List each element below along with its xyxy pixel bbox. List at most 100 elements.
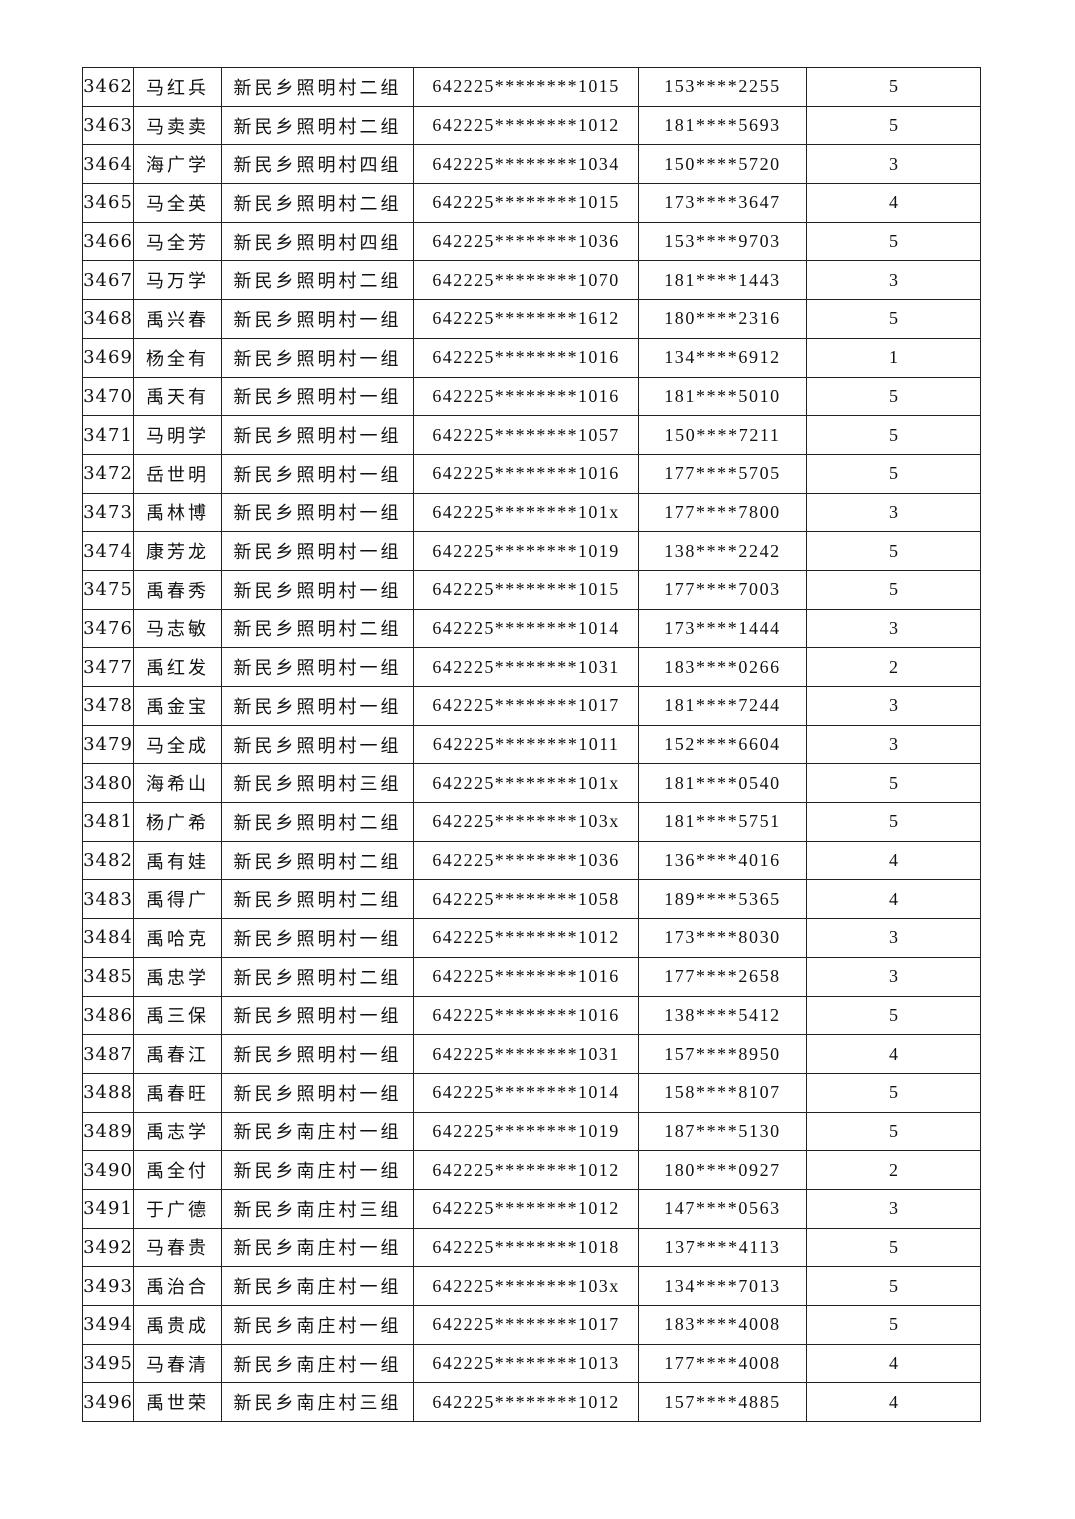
household-size-cell: 5 [806,995,981,1036]
table-row: 3472 岳世明 新民乡照明村一组 642225********1016 177****… [82,453,981,494]
household-size-cell: 3 [806,724,981,765]
household-size-cell: 5 [806,299,981,339]
table-row: 3466 马全芳 新民乡照明村四组 642225********1036 153****… [82,221,981,262]
address-cell: 新民乡照明村二组 [221,105,414,146]
address-cell: 新民乡南庄村一组 [221,1227,414,1268]
serial-number-cell: 3485 [82,956,134,997]
address-cell: 新民乡照明村一组 [221,569,414,610]
table-row: 3492 马春贵 新民乡南庄村一组 642225********1018 137****… [82,1227,981,1268]
household-size-cell: 5 [806,105,981,146]
phone-cell: 181****5693 [638,105,807,146]
household-size-cell: 5 [806,1111,981,1152]
name-cell: 马明学 [133,415,222,455]
id-number-cell: 642225********101x [413,763,639,804]
address-cell: 新民乡照明村二组 [221,67,414,107]
serial-number-cell: 3478 [82,686,134,726]
household-size-cell: 2 [806,647,981,687]
id-number-cell: 642225********101x [413,492,639,533]
address-cell: 新民乡照明村二组 [221,840,414,881]
phone-cell: 157****8950 [638,1034,807,1074]
table-row: 3474 康芳龙 新民乡照明村一组 642225********1019 138****… [82,531,981,571]
address-cell: 新民乡照明村二组 [221,879,414,920]
household-size-cell: 5 [806,221,981,262]
phone-cell: 153****2255 [638,67,807,107]
serial-number-cell: 3486 [82,995,134,1036]
id-number-cell: 642225********1012 [413,105,639,146]
household-size-cell: 5 [806,1072,981,1113]
address-cell: 新民乡南庄村一组 [221,1343,414,1384]
phone-cell: 173****1444 [638,608,807,649]
phone-cell: 177****7800 [638,492,807,533]
name-cell: 禹贵成 [133,1305,222,1345]
name-cell: 海广学 [133,144,222,185]
serial-number-cell: 3472 [82,453,134,494]
id-number-cell: 642225********1016 [413,453,639,494]
table-row: 3496 禹世荣 新民乡南庄村三组 642225********1012 157****… [82,1382,981,1423]
id-number-cell: 642225********1014 [413,608,639,649]
phone-cell: 181****0540 [638,763,807,804]
serial-number-cell: 3471 [82,415,134,455]
phone-cell: 181****5751 [638,802,807,842]
phone-cell: 173****8030 [638,918,807,958]
phone-cell: 150****5720 [638,144,807,185]
phone-cell: 158****8107 [638,1072,807,1113]
phone-cell: 189****5365 [638,879,807,920]
phone-cell: 134****6912 [638,337,807,378]
phone-cell: 137****4113 [638,1227,807,1268]
table-row: 3467 马万学 新民乡照明村二组 642225********1070 181****… [82,260,981,301]
table-row: 3469 杨全有 新民乡照明村一组 642225********1016 134****… [82,337,981,378]
table-row: 3462 马红兵 新民乡照明村二组 642225********1015 153****… [82,67,981,107]
serial-number-cell: 3476 [82,608,134,649]
phone-cell: 181****1443 [638,260,807,301]
address-cell: 新民乡照明村一组 [221,1072,414,1113]
address-cell: 新民乡南庄村一组 [221,1305,414,1345]
name-cell: 禹兴春 [133,299,222,339]
table-row: 3463 马卖卖 新民乡照明村二组 642225********1012 181****… [82,105,981,146]
household-size-cell: 4 [806,1382,981,1423]
serial-number-cell: 3468 [82,299,134,339]
address-cell: 新民乡照明村一组 [221,376,414,417]
serial-number-cell: 3482 [82,840,134,881]
address-cell: 新民乡照明村一组 [221,647,414,687]
serial-number-cell: 3465 [82,183,134,223]
name-cell: 禹林博 [133,492,222,533]
name-cell: 禹忠学 [133,956,222,997]
household-size-cell: 5 [806,1305,981,1345]
id-number-cell: 642225********1057 [413,415,639,455]
serial-number-cell: 3466 [82,221,134,262]
roster-table: 3462 马红兵 新民乡照明村二组 642225********1015 153****… [82,67,981,1423]
table-row: 3471 马明学 新民乡照明村一组 642225********1057 150****… [82,415,981,455]
id-number-cell: 642225********1016 [413,337,639,378]
table-row: 3491 于广德 新民乡南庄村三组 642225********1012 147****… [82,1188,981,1229]
id-number-cell: 642225********1012 [413,1188,639,1229]
household-size-cell: 5 [806,569,981,610]
name-cell: 禹天有 [133,376,222,417]
serial-number-cell: 3462 [82,67,134,107]
serial-number-cell: 3489 [82,1111,134,1152]
id-number-cell: 642225********1012 [413,1382,639,1423]
serial-number-cell: 3493 [82,1266,134,1306]
household-size-cell: 5 [806,453,981,494]
phone-cell: 152****6604 [638,724,807,765]
phone-cell: 177****7003 [638,569,807,610]
serial-number-cell: 3477 [82,647,134,687]
id-number-cell: 642225********1016 [413,956,639,997]
id-number-cell: 642225********1017 [413,1305,639,1345]
name-cell: 马红兵 [133,67,222,107]
name-cell: 禹金宝 [133,686,222,726]
id-number-cell: 642225********1015 [413,183,639,223]
id-number-cell: 642225********1013 [413,1343,639,1384]
address-cell: 新民乡照明村一组 [221,1034,414,1074]
serial-number-cell: 3480 [82,763,134,804]
address-cell: 新民乡照明村一组 [221,299,414,339]
table-row: 3473 禹林博 新民乡照明村一组 642225********101x 177****… [82,492,981,533]
phone-cell: 157****4885 [638,1382,807,1423]
phone-cell: 177****4008 [638,1343,807,1384]
household-size-cell: 4 [806,1343,981,1384]
phone-cell: 177****2658 [638,956,807,997]
phone-cell: 181****7244 [638,686,807,726]
name-cell: 禹春秀 [133,569,222,610]
table-row: 3494 禹贵成 新民乡南庄村一组 642225********1017 183****… [82,1305,981,1345]
id-number-cell: 642225********103x [413,1266,639,1306]
household-size-cell: 4 [806,183,981,223]
